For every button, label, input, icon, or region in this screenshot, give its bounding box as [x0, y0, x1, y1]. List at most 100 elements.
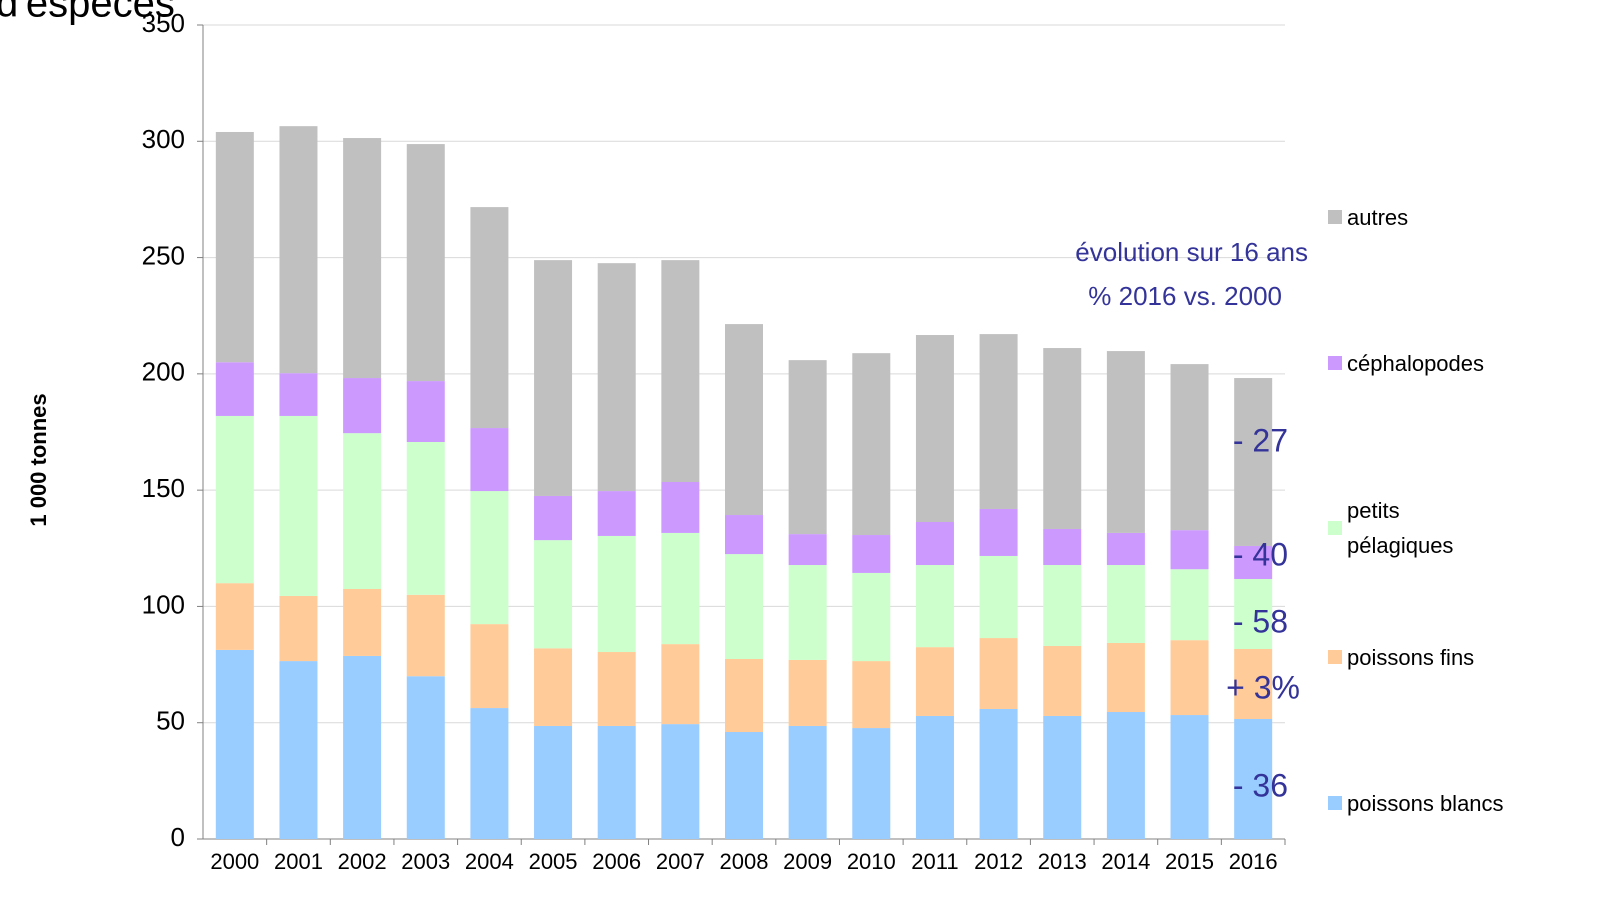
x-tick-label: 2011	[911, 849, 958, 874]
legend-swatch	[1328, 796, 1342, 810]
bar-segment	[215, 649, 254, 839]
bar-segment	[406, 381, 445, 443]
bar-segment	[534, 540, 573, 649]
bar-segment	[915, 522, 954, 566]
bar-segment	[1106, 532, 1145, 566]
bar-segment	[915, 647, 954, 716]
y-tick-label: 300	[142, 124, 185, 154]
x-tick-label: 2001	[274, 849, 323, 874]
bar-segment	[343, 433, 382, 589]
bar-segment	[279, 415, 318, 596]
bar-segment	[470, 624, 509, 709]
y-tick-label: 150	[142, 473, 185, 503]
bar-segment	[534, 260, 573, 496]
bar-segment	[1106, 642, 1145, 713]
bar-segment	[215, 583, 254, 650]
bar-segment	[1106, 351, 1145, 533]
bar-segment	[597, 263, 636, 492]
bar-segment	[1234, 545, 1273, 579]
legend-label: poissons fins	[1347, 644, 1475, 670]
bar-segment	[788, 725, 827, 839]
bar-segment	[1043, 348, 1082, 529]
bar-segment	[597, 725, 636, 839]
legend-swatch	[1328, 210, 1342, 224]
bar-segment	[915, 335, 954, 523]
y-tick-label: 0	[171, 822, 185, 852]
y-axis-label: 1 000 tonnes	[26, 393, 51, 526]
x-tick-label: 2016	[1229, 849, 1278, 874]
bar-segment	[215, 415, 254, 584]
bar-segment	[1170, 640, 1209, 716]
x-tick-label: 2015	[1165, 849, 1214, 874]
bar-segment	[788, 659, 827, 726]
y-tick-label: 50	[156, 706, 185, 736]
legend-label: petits pélagiques	[1347, 498, 1454, 558]
bar-segment	[852, 353, 891, 536]
bar-segment	[725, 554, 763, 659]
bar-segment	[597, 491, 636, 536]
bar-segment	[852, 572, 891, 662]
bar-segment	[661, 644, 700, 725]
bar-segment	[725, 324, 763, 516]
y-tick-label: 100	[142, 589, 185, 619]
bar-segment	[661, 532, 700, 645]
bar-segment	[534, 725, 573, 839]
bar-segment	[1170, 364, 1209, 531]
y-tick-label: 350	[142, 8, 185, 38]
bar-segment	[661, 482, 700, 533]
bar-segment	[1234, 378, 1273, 546]
bar-segment	[1170, 530, 1209, 570]
annotation: - 36	[1233, 767, 1288, 803]
bar-segment	[406, 442, 445, 595]
x-tick-label: 2002	[338, 849, 387, 874]
bar-segment	[1170, 715, 1209, 839]
bar-segment	[725, 515, 763, 555]
annotation: évolution sur 16 ans	[1075, 237, 1308, 267]
bar-segment	[343, 138, 382, 379]
annotation: + 3%	[1226, 669, 1300, 705]
bar-segment	[406, 594, 445, 677]
x-tick-label: 2005	[529, 849, 578, 874]
bar-segment	[852, 535, 891, 573]
bar-segment	[1234, 718, 1273, 839]
bar-segment	[852, 661, 891, 729]
bar-segment	[279, 661, 318, 839]
legend-label: poissons blancs	[1347, 790, 1504, 816]
x-tick-label: 2012	[974, 849, 1023, 874]
legend-label: céphalopodes	[1347, 350, 1485, 376]
bar-segment	[1043, 565, 1082, 646]
bar-segment	[979, 638, 1018, 709]
x-tick-label: 2008	[720, 849, 769, 874]
annotation: - 58	[1233, 603, 1288, 639]
x-tick-label: 2010	[847, 849, 896, 874]
bar-segment	[534, 648, 573, 726]
x-tick-label: 2000	[210, 849, 259, 874]
bar-segment	[1043, 528, 1082, 566]
x-tick-label: 2003	[401, 849, 450, 874]
bar-segment	[279, 373, 318, 416]
bar-segment	[534, 495, 573, 541]
x-tick-label: 2004	[465, 849, 514, 874]
bar-segment	[979, 555, 1018, 639]
annotation: - 40	[1233, 536, 1288, 572]
bar-segment	[788, 565, 827, 660]
legend-swatch	[1328, 521, 1342, 535]
bar-segment	[788, 534, 827, 566]
x-tick-label: 2006	[592, 849, 641, 874]
bar-segment	[979, 708, 1018, 839]
bar-segment	[1234, 578, 1273, 649]
annotation: % 2016 vs. 2000	[1088, 281, 1282, 311]
bar-segment	[470, 428, 509, 492]
bar-segment	[279, 595, 318, 662]
bar-segment	[343, 588, 382, 656]
bar-segment	[661, 724, 700, 839]
y-tick-label: 250	[142, 240, 185, 270]
bar-segment	[661, 260, 700, 483]
bar-segment	[343, 378, 382, 434]
bar-segment	[470, 491, 509, 625]
bar-segment	[788, 360, 827, 535]
bar-segment	[1106, 712, 1145, 839]
y-tick-label: 200	[142, 357, 185, 387]
legend-swatch	[1328, 356, 1342, 370]
